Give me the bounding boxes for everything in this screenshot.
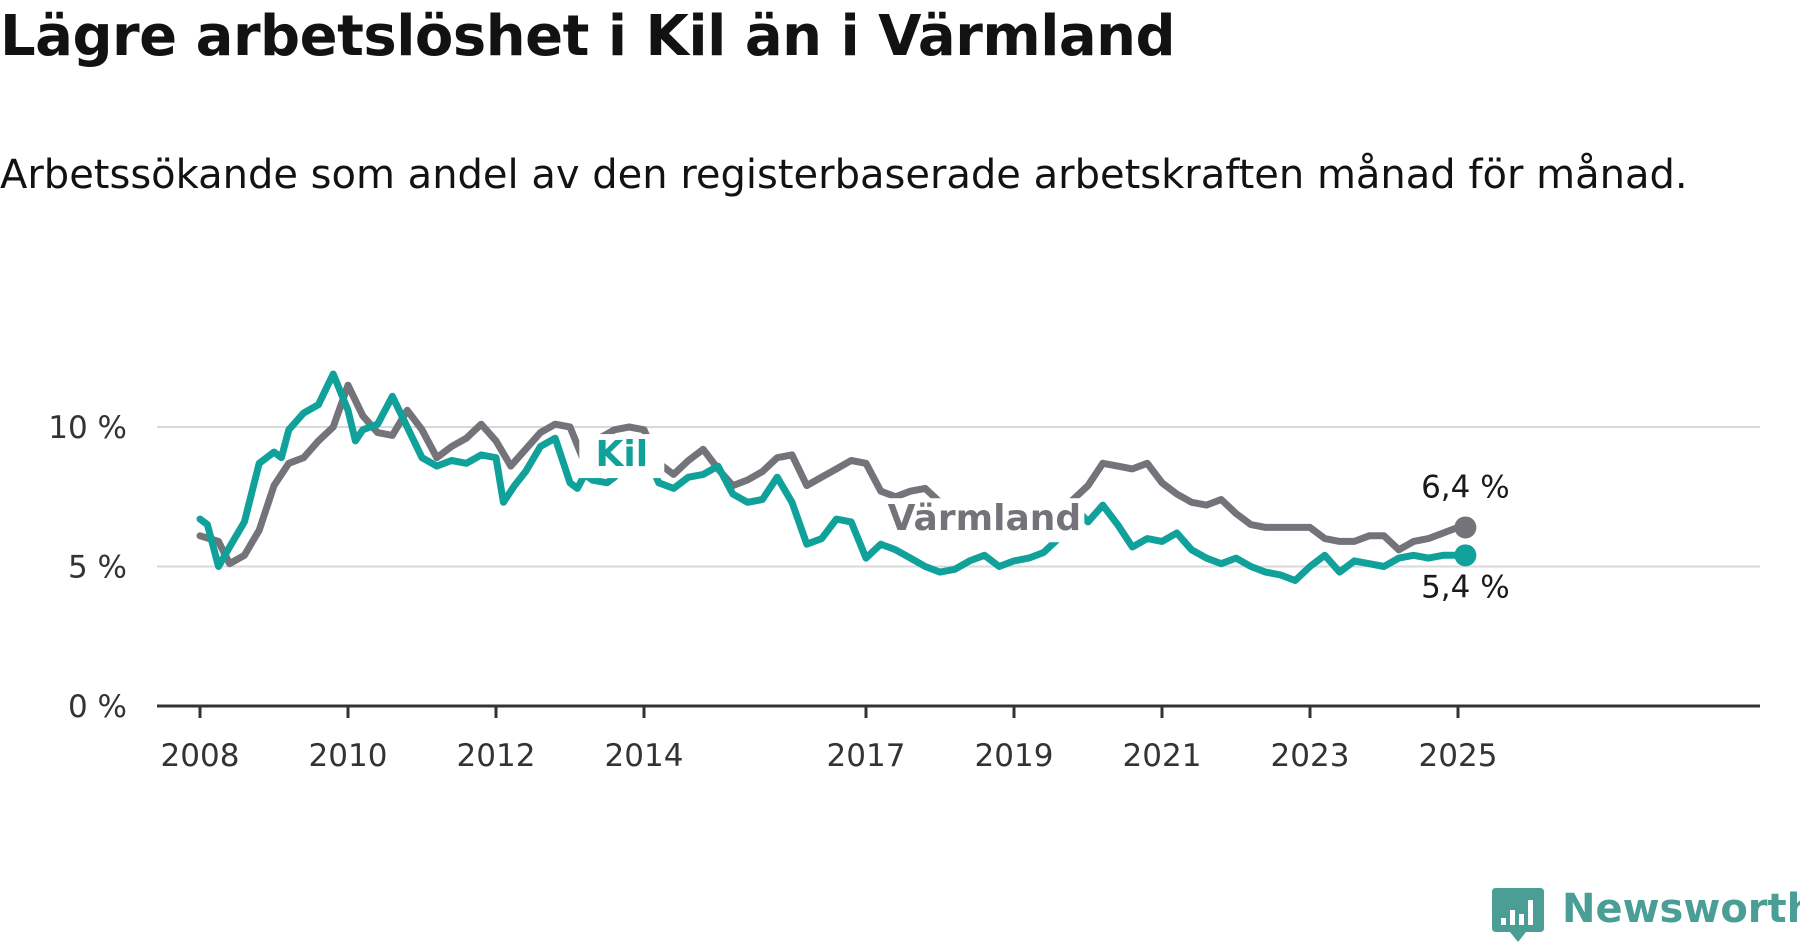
x-axis-ticks: 2008 2010 2012 2014 2017 2019 2021 2023 2025	[161, 706, 1498, 774]
end-point-marker	[1454, 544, 1477, 567]
brand-name: Newsworthy	[1562, 886, 1800, 932]
series-label: Kil	[596, 434, 649, 475]
x-tick-label: 2025	[1419, 738, 1498, 774]
series-line-v-rmland	[196, 381, 1469, 568]
series-label-background	[579, 434, 665, 479]
series-line-kil	[196, 370, 1469, 584]
end-value-label: 5,4 %	[1421, 569, 1510, 605]
series-labels: 6,4 % 5,4 % Kil Värmland	[579, 434, 1510, 605]
y-axis-ticks: 0 % 5 % 10 %	[48, 410, 127, 725]
newsworthy-brand: Newsworthy	[1492, 886, 1800, 946]
series-label-background	[884, 498, 1085, 543]
y-tick-label: 10 %	[48, 410, 127, 446]
x-tick-label: 2014	[605, 738, 684, 774]
x-tick-label: 2010	[309, 738, 388, 774]
x-tick-label: 2021	[1123, 738, 1202, 774]
chart-subtitle: Arbetssökande som andel av den registerb…	[0, 152, 1688, 198]
newsworthy-logo-icon	[1492, 888, 1544, 942]
y-tick-label: 5 %	[68, 550, 127, 586]
chart-title: Lägre arbetslöshet i Kil än i Värmland	[0, 4, 1176, 69]
x-tick-label: 2012	[457, 738, 536, 774]
x-tick-label: 2017	[827, 738, 906, 774]
y-tick-label: 0 %	[68, 689, 127, 725]
x-tick-label: 2023	[1271, 738, 1350, 774]
end-point-marker	[1454, 516, 1477, 539]
end-value-label: 6,4 %	[1421, 469, 1510, 505]
x-tick-label: 2019	[975, 738, 1054, 774]
x-tick-label: 2008	[161, 738, 240, 774]
series-label: Värmland	[888, 498, 1081, 539]
series-lines	[196, 370, 1477, 584]
